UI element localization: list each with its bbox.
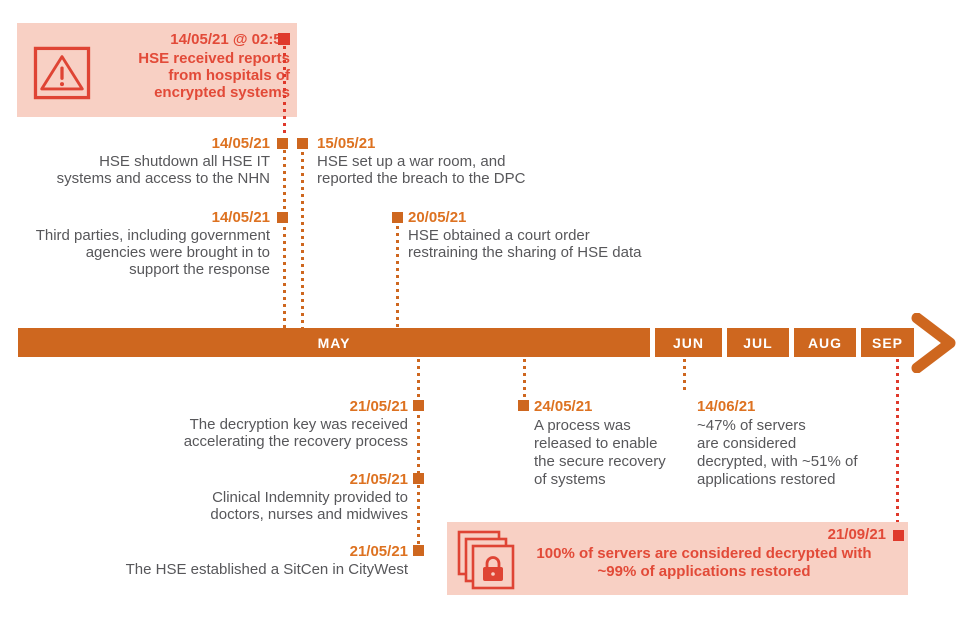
- arrow-right-icon: [908, 312, 970, 378]
- event-marker: [297, 138, 308, 149]
- event-marker: [278, 33, 290, 45]
- connector-dotted-line: [683, 359, 686, 391]
- event-marker: [413, 473, 424, 484]
- event-date: 21/05/21: [349, 543, 408, 560]
- alert-start-date: 14/05/21 @ 02:50: [170, 31, 290, 48]
- event-date: 24/05/21: [534, 398, 593, 415]
- stacked-windows-lock-icon: [457, 530, 515, 597]
- event-date: 14/05/21: [211, 209, 270, 226]
- event-text: The HSE established a SitCen in CityWest: [125, 561, 408, 578]
- event-text: A process was released to enable the sec…: [534, 417, 666, 488]
- event-date: 21/05/21: [349, 471, 408, 488]
- alert-end-text: 100% of servers are considered decrypted…: [536, 545, 872, 580]
- timeline-segment-jul: JUL: [727, 328, 789, 357]
- event-text: ~47% of servers are considered decrypted…: [697, 417, 858, 488]
- event-text: HSE shutdown all HSE IT systems and acce…: [56, 153, 270, 187]
- event-marker: [277, 138, 288, 149]
- connector-dotted-line: [523, 359, 526, 401]
- alert-start-box: 14/05/21 @ 02:50 HSE received reports fr…: [17, 23, 297, 117]
- connector-dotted-line: [896, 359, 899, 529]
- alert-end-date: 21/09/21: [827, 526, 886, 543]
- event-date: 20/05/21: [408, 209, 467, 226]
- timeline-segment-jun: JUN: [655, 328, 722, 357]
- event-marker: [893, 530, 904, 541]
- month-label: SEP: [871, 334, 903, 351]
- timeline-segment-may: MAY: [18, 328, 650, 357]
- event-marker: [277, 212, 288, 223]
- connector-dotted-line: [417, 359, 420, 555]
- event-text: HSE set up a war room, and reported the …: [317, 153, 526, 187]
- connector-dotted-line: [283, 150, 286, 328]
- event-date: 15/05/21: [317, 135, 376, 152]
- event-marker: [413, 545, 424, 556]
- event-date: 21/05/21: [349, 398, 408, 415]
- event-date: 14/05/21: [211, 135, 270, 152]
- month-label: JUN: [672, 334, 704, 351]
- alert-end-box: 21/09/21 100% of servers are considered …: [447, 522, 908, 595]
- event-marker: [413, 400, 424, 411]
- event-text: HSE obtained a court order restraining t…: [408, 227, 642, 261]
- event-marker: [392, 212, 403, 223]
- month-label: MAY: [317, 334, 351, 351]
- month-label: AUG: [807, 334, 843, 351]
- month-label: JUL: [743, 334, 773, 351]
- timeline-segment-aug: AUG: [794, 328, 856, 357]
- timeline-segment-sep: SEP: [861, 328, 914, 357]
- warning-triangle-icon: [33, 46, 91, 105]
- connector-dotted-line: [283, 46, 286, 136]
- connector-dotted-line: [301, 152, 304, 328]
- event-text: The decryption key was received accelera…: [183, 416, 408, 450]
- connector-dotted-line: [396, 226, 399, 328]
- event-date: 14/06/21: [697, 398, 756, 415]
- event-text: Clinical Indemnity provided to doctors, …: [210, 489, 408, 523]
- alert-start-text: HSE received reports from hospitals of e…: [138, 50, 290, 101]
- event-marker: [518, 400, 529, 411]
- event-text: Third parties, including government agen…: [35, 227, 270, 278]
